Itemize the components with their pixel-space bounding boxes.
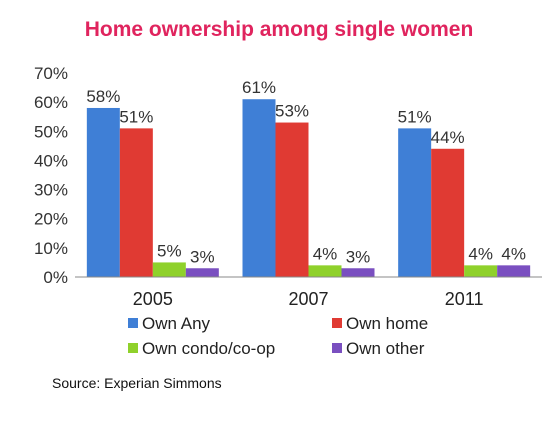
- legend-item: Own condo/co-op: [128, 339, 275, 359]
- source-note: Source: Experian Simmons: [52, 375, 222, 391]
- x-tick-label: 2005: [133, 289, 173, 309]
- bar: [86, 107, 120, 277]
- y-tick-label: 60%: [34, 93, 68, 112]
- chart-title: Home ownership among single women: [84, 18, 474, 41]
- data-labels: 58%51%5% 3%61%53%4% 3%51%44%4% 4%: [86, 78, 526, 266]
- legend-item: Own home: [332, 314, 428, 334]
- legend-swatch: [332, 343, 342, 353]
- y-tick-label: 0%: [43, 268, 68, 287]
- legend-swatch: [128, 343, 138, 353]
- x-tick-label: 2007: [288, 289, 328, 309]
- y-tick-label: 70%: [34, 64, 68, 83]
- legend-label: Own condo/co-op: [142, 339, 276, 358]
- bar: [185, 268, 219, 277]
- bar: [308, 265, 342, 277]
- legend-label: Own other: [346, 339, 425, 358]
- legend-label: Own Any: [142, 314, 211, 333]
- bar: [119, 128, 153, 277]
- y-tick-label: 10%: [34, 239, 68, 258]
- data-label: 44%: [431, 128, 465, 147]
- bar: [242, 99, 276, 277]
- bar: [152, 262, 186, 277]
- data-label: 51%: [119, 107, 153, 126]
- data-label: 51%: [398, 107, 432, 126]
- y-axis: 0% 10% 20% 30% 40% 50% 60% 70%: [34, 64, 68, 287]
- bars: [86, 99, 531, 278]
- legend-item: Own Any: [128, 314, 210, 334]
- y-tick-label: 20%: [34, 210, 68, 229]
- legend-item: Own other: [332, 339, 424, 359]
- x-tick-label: 2011: [445, 289, 484, 309]
- bar: [464, 265, 498, 277]
- data-label: 3%: [346, 247, 371, 266]
- data-label: 4%: [468, 244, 493, 263]
- y-tick-label: 40%: [34, 151, 68, 170]
- legend-label: Own home: [346, 314, 429, 333]
- legend-swatch: [128, 318, 138, 328]
- bar: [431, 148, 465, 277]
- data-label: 4%: [501, 244, 526, 263]
- data-label: 61%: [242, 78, 276, 97]
- x-axis: 2005 2007 2011: [133, 289, 484, 309]
- legend-swatch: [332, 318, 342, 328]
- data-label: 58%: [86, 87, 120, 106]
- data-label: 4%: [313, 244, 338, 263]
- bar: [398, 128, 432, 277]
- y-tick-label: 50%: [34, 122, 68, 141]
- data-label: 5%: [157, 241, 182, 260]
- bar: [497, 265, 531, 277]
- y-tick-label: 30%: [34, 181, 68, 200]
- data-label: 3%: [190, 247, 215, 266]
- bar: [275, 122, 309, 278]
- data-label: 53%: [275, 102, 309, 121]
- bar: [341, 268, 375, 277]
